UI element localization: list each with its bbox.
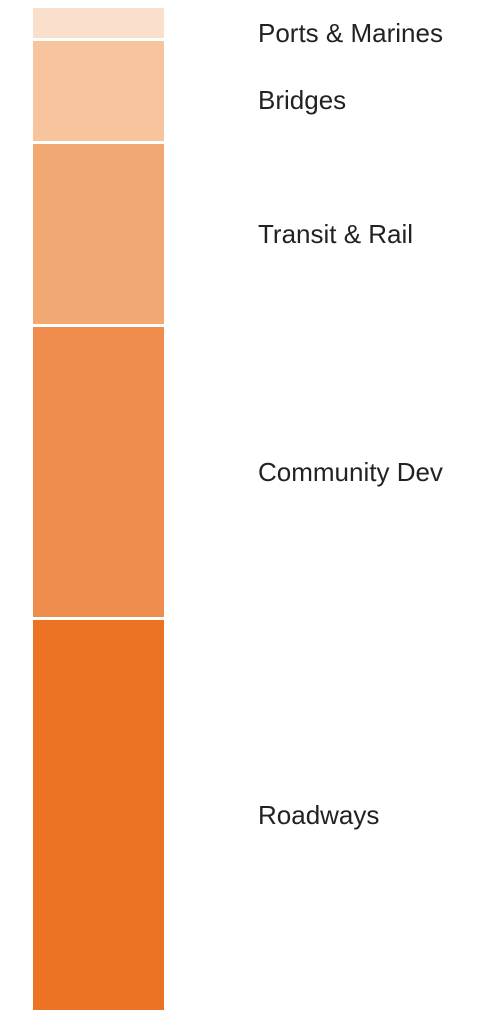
segment-label-transit-rail: Transit & Rail bbox=[258, 219, 413, 249]
bar-segment-transit-rail bbox=[33, 144, 164, 324]
segment-label-community-dev: Community Dev bbox=[258, 457, 443, 487]
bar-segment-roadways bbox=[33, 620, 164, 1010]
bar-segment-bridges bbox=[33, 41, 164, 141]
segment-label-bridges: Bridges bbox=[258, 85, 346, 115]
segment-label-ports-marines: Ports & Marines bbox=[258, 18, 443, 48]
bar-segment-ports-marines bbox=[33, 8, 164, 38]
segment-label-roadways: Roadways bbox=[258, 800, 379, 830]
bar-segments bbox=[33, 8, 164, 1010]
segment-labels: Roadways Community Dev Transit & Rail Bridg… bbox=[258, 18, 443, 830]
bar-segment-community-dev bbox=[33, 327, 164, 617]
